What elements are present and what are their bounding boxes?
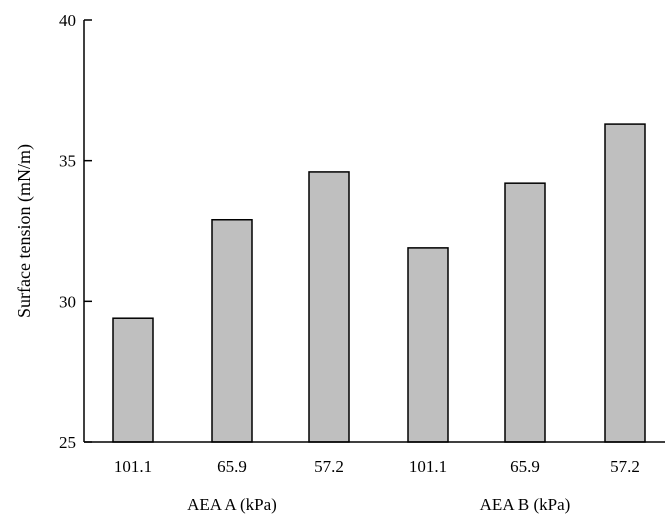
y-tick-label: 25 <box>59 433 76 452</box>
x-tick-label: 57.2 <box>610 457 640 476</box>
bar <box>308 171 350 443</box>
x-tick-labels: 101.1 65.9 57.2 101.1 65.9 57.2 <box>114 457 640 476</box>
bar <box>504 182 546 443</box>
y-tick-label: 30 <box>59 292 76 311</box>
x-tick-label: 57.2 <box>314 457 344 476</box>
group-label: AEA B (kPa) <box>480 495 571 514</box>
bars-layer <box>112 123 646 443</box>
y-tick-label: 40 <box>59 11 76 30</box>
y-tick-label: 35 <box>59 152 76 171</box>
bar <box>604 123 646 443</box>
x-tick-label: 65.9 <box>217 457 247 476</box>
y-axis-title: Surface tension (mN/m) <box>14 144 35 318</box>
bar <box>211 218 253 443</box>
group-label: AEA A (kPa) <box>187 495 277 514</box>
bar <box>112 317 154 443</box>
group-labels: AEA A (kPa) AEA B (kPa) <box>187 495 570 514</box>
y-ticks: 25 30 35 40 <box>59 11 92 452</box>
bar <box>407 247 449 443</box>
x-tick-label: 101.1 <box>409 457 447 476</box>
axes-layer <box>83 20 665 443</box>
x-tick-label: 65.9 <box>510 457 540 476</box>
x-tick-label: 101.1 <box>114 457 152 476</box>
